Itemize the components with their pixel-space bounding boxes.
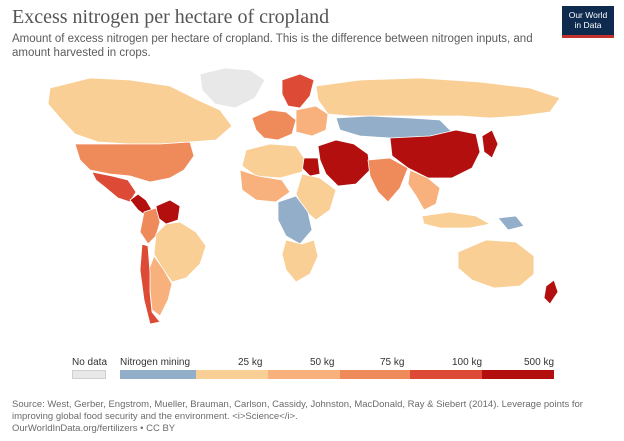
legend-no-data-label: No data xyxy=(72,357,108,368)
region-australia[interactable] xyxy=(457,239,535,289)
region-greenland[interactable] xyxy=(199,67,266,109)
region-southeast-asia[interactable] xyxy=(407,169,441,211)
region-scandinavia[interactable] xyxy=(281,73,315,109)
logo-line-2: in Data xyxy=(574,20,602,30)
region-chile[interactable] xyxy=(139,243,161,325)
source-line-2: improving global food security and the e… xyxy=(12,411,298,422)
world-map[interactable] xyxy=(20,60,604,350)
source-line-3[interactable]: OurWorldInData.org/fertilizers • CC BY xyxy=(12,423,176,434)
chart-subtitle: Amount of excess nitrogen per hectare of… xyxy=(12,33,533,59)
legend-bin-label: 50 kg xyxy=(310,357,335,368)
legend-bin-label: 500 kg xyxy=(524,357,555,368)
region-middle-east[interactable] xyxy=(317,139,371,187)
legend-bin-swatch[interactable] xyxy=(410,370,482,379)
chart-title: Excess nitrogen per hectare of cropland xyxy=(12,6,330,28)
legend-bin-swatch[interactable] xyxy=(482,370,554,379)
source-line-1: Source: West, Gerber, Engstrom, Mueller,… xyxy=(12,399,583,410)
region-russia[interactable] xyxy=(315,77,561,119)
region-usa[interactable] xyxy=(74,141,195,183)
world-map-svg[interactable] xyxy=(20,60,604,350)
legend-bin-label: 100 kg xyxy=(452,357,483,368)
region-japan-korea[interactable] xyxy=(481,129,499,159)
region-southern-africa[interactable] xyxy=(281,239,319,283)
logo-line-1: Our World xyxy=(568,10,608,20)
region-mexico[interactable] xyxy=(91,171,137,203)
region-indonesia[interactable] xyxy=(421,211,491,229)
region-east-africa[interactable] xyxy=(295,173,337,221)
region-egypt[interactable] xyxy=(301,157,321,177)
legend-bin-swatch[interactable] xyxy=(120,370,196,379)
region-eastern-europe[interactable] xyxy=(295,105,329,137)
legend-bin-label: 25 kg xyxy=(238,357,263,368)
region-north-africa[interactable] xyxy=(241,143,305,179)
owid-logo[interactable]: Our World in Data xyxy=(562,6,614,38)
region-new-zealand[interactable] xyxy=(543,279,559,305)
region-china[interactable] xyxy=(389,129,481,179)
legend-bin-swatch[interactable] xyxy=(268,370,340,379)
region-central-africa[interactable] xyxy=(277,195,313,245)
region-canada[interactable] xyxy=(47,77,233,145)
logo-accent-bar xyxy=(562,35,614,38)
region-west-africa[interactable] xyxy=(239,169,291,203)
region-papua[interactable] xyxy=(497,215,525,231)
legend-bin-label: 75 kg xyxy=(380,357,405,368)
legend-no-data-swatch xyxy=(72,370,106,379)
region-western-europe[interactable] xyxy=(251,109,297,141)
legend-bin-swatch[interactable] xyxy=(340,370,410,379)
region-south-asia[interactable] xyxy=(367,157,409,203)
legend-bin-swatch[interactable] xyxy=(196,370,268,379)
source-note: Source: West, Gerber, Engstrom, Mueller,… xyxy=(12,399,612,435)
legend-bin-label: Nitrogen mining xyxy=(120,357,191,368)
